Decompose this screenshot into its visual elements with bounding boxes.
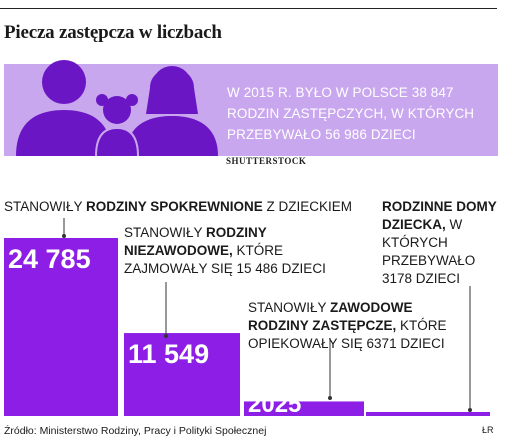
bar-value-label-4: 488 (370, 387, 410, 414)
annotation-bold: zawodowe rodziny zastępcze, (248, 300, 413, 333)
child-figure-bun-left (96, 94, 108, 106)
annotation-post: z dzieckiem (262, 199, 353, 214)
bar-3 (244, 401, 364, 416)
bar-value-label-3: 2025 (248, 391, 301, 418)
bar-4 (366, 412, 490, 416)
top-rule (0, 8, 497, 9)
annotation-professional-families: Stanowiły zawodowe rodziny zastępcze, kt… (248, 299, 468, 353)
annotation-post: które opiekowały się 6371 dzieci (248, 318, 447, 351)
mother-figure-body (126, 116, 218, 156)
page-title: Piecza zastępcza w liczbach (4, 22, 222, 43)
annotation-pre: Stanowiły (4, 199, 87, 214)
photo-credit: SHUTTERSTOCK (226, 156, 307, 166)
family-silhouette-icon (16, 60, 218, 157)
leader-dot-1 (62, 234, 66, 238)
annotation-post: które zajmowały się 15 486 dzieci (124, 243, 326, 276)
bar-value-label-1: 24 785 (8, 244, 91, 274)
annotation-related-families: Stanowiły rodziny spokrewnione z dziecki… (4, 198, 374, 216)
leader-dot-3 (328, 396, 332, 400)
source-note: Źródło: Ministerstwo Rodziny, Pracy i Po… (4, 425, 267, 437)
banner-text: W 2015 r. było w Polsce 38 847 rodzin za… (227, 85, 475, 142)
bar-2 (124, 333, 240, 416)
child-figure-head (103, 96, 131, 124)
annotation-nonprofessional-families: Stanowiły rodziny niezawodowe, które zaj… (124, 224, 364, 278)
author-initials: ŁR (482, 425, 494, 435)
leader-dot-2 (164, 334, 168, 338)
annotation-pre: Stanowiły (248, 300, 331, 315)
leader-dot-4 (468, 408, 472, 412)
annotation-pre: Stanowiły (124, 225, 207, 240)
annotation-bold: rodziny spokrewnione (86, 199, 263, 214)
child-figure-bun-right (126, 94, 138, 106)
child-figure-body (96, 128, 138, 156)
annotation-family-homes: Rodzinne domy dziecka, w których przebyw… (382, 198, 502, 288)
annotation-bold: Rodzinne domy dziecka, (382, 199, 497, 232)
mother-figure-hair (146, 68, 198, 114)
bar-1 (4, 238, 118, 416)
bar-value-label-2: 11 549 (128, 339, 209, 369)
annotation-post: w których przebywało 3178 dzieci (382, 217, 476, 286)
father-figure-head (42, 60, 86, 104)
father-figure-body (16, 110, 112, 156)
annotation-bold: rodziny niezawodowe, (124, 225, 267, 258)
